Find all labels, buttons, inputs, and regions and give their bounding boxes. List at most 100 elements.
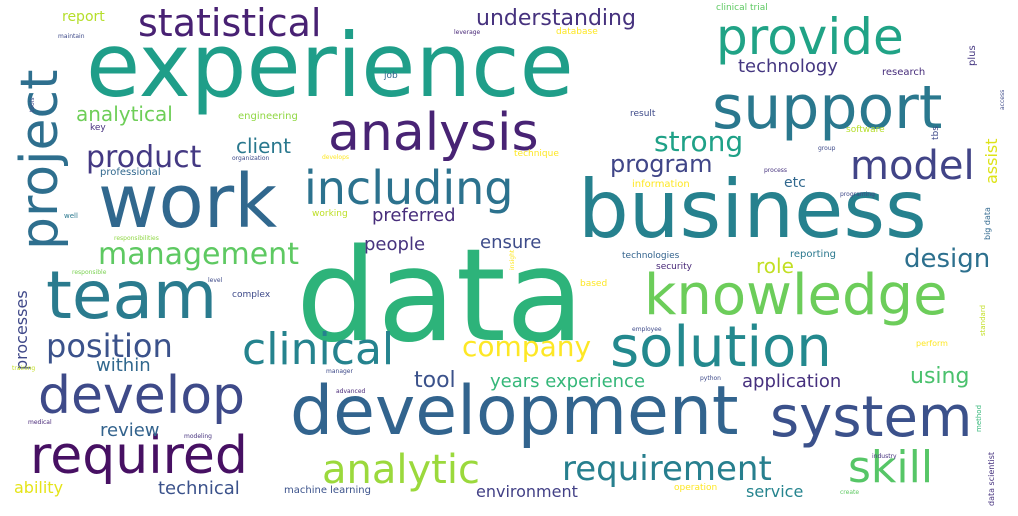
word-access: access [999, 89, 1006, 110]
word-required: required [30, 426, 248, 486]
word-design: design [904, 244, 991, 274]
word-knowledge: knowledge [644, 263, 948, 328]
word-people: people [364, 234, 426, 255]
word-plus: plus [967, 45, 978, 66]
word-python: python [700, 375, 721, 382]
word-management: management [98, 237, 299, 272]
word-clinical: clinical [242, 324, 395, 375]
word-product: product [86, 140, 202, 175]
word-assist: assist [982, 138, 1001, 184]
word-requirement: requirement [562, 449, 772, 489]
word-years-experience: years experience [490, 371, 646, 392]
word-working: working [312, 209, 348, 219]
word-process: process [764, 167, 788, 174]
word-analysis: analysis [328, 103, 539, 163]
word-technology: technology [738, 56, 838, 77]
word-strong: strong [654, 125, 744, 158]
word-ability: ability [14, 478, 64, 497]
word-model: model [850, 143, 975, 189]
word-understanding: understanding [476, 6, 636, 31]
word-tools: tools [29, 97, 36, 113]
word-tbs: tbs [931, 126, 941, 140]
word-engineering: engineering [238, 111, 298, 122]
word-etc: etc [784, 175, 806, 191]
word-well: well [64, 212, 78, 220]
word-data: data [296, 222, 585, 371]
word-standard: standard [979, 304, 987, 336]
word-programing: programing [840, 191, 875, 198]
word-clinical-trial: clinical trial [716, 3, 768, 13]
word-develops: develops [322, 154, 350, 161]
word-reporting: reporting [790, 249, 837, 260]
word-based: based [580, 279, 608, 289]
word-machine-learning: machine learning [284, 485, 371, 496]
word-research: research [882, 67, 926, 78]
word-work: work [98, 159, 278, 245]
word-group: group [818, 145, 836, 152]
word-role: role [756, 254, 794, 278]
word-technical: technical [158, 478, 240, 499]
word-service: service [746, 482, 804, 501]
word-employee: employee [632, 326, 662, 333]
word-key: key [90, 123, 106, 133]
word-skill: skill [848, 442, 934, 493]
word-software: software [846, 125, 885, 135]
word-business: business [578, 163, 927, 256]
word-advanced: advanced [336, 388, 366, 395]
word-manager: manager [326, 368, 353, 375]
word-operation: operation [674, 483, 718, 493]
word-responsible: responsible [72, 269, 107, 276]
word-responsibilities: responsibilities [114, 235, 159, 242]
word-application: application [742, 371, 842, 392]
word-project: project [10, 69, 70, 250]
word-development: development [290, 372, 739, 451]
word-team: team [46, 257, 218, 334]
word-client: client [236, 134, 291, 158]
word-security: security [656, 262, 692, 272]
word-maintain: maintain [58, 33, 85, 40]
word-system: system [770, 385, 973, 450]
word-professional: professional [100, 167, 161, 178]
word-industry: industry [872, 453, 897, 460]
word-medical: medical [28, 419, 52, 426]
word-result: result [630, 109, 656, 119]
word-solution: solution [610, 315, 832, 380]
word-statistical: statistical [138, 1, 322, 45]
word-ensure: ensure [480, 232, 542, 253]
word-program: program [610, 150, 713, 178]
word-technologies: technologies [622, 251, 680, 261]
word-environment: environment [476, 482, 578, 501]
word-insight: insight [509, 249, 516, 270]
word-leverage: leverage [454, 29, 481, 36]
word-perform: perform [916, 339, 948, 348]
word-develop: develop [38, 366, 246, 426]
word-modeling: modeling [184, 433, 212, 440]
word-report: report [62, 9, 105, 25]
word-including: including [304, 161, 514, 215]
word-company: company [462, 330, 592, 363]
word-technique: technique [514, 149, 559, 159]
word-complex: complex [232, 290, 271, 300]
word-organization: organization [232, 155, 270, 162]
word-data-scientist: data scientist [987, 451, 996, 506]
word-provide: provide [716, 8, 904, 66]
word-level: level [208, 277, 223, 284]
word-position: position [46, 327, 173, 365]
word-information: information [632, 179, 690, 190]
word-database: database [556, 27, 598, 37]
word-job: job [384, 71, 398, 81]
word-review: review [100, 420, 160, 441]
word-support: support [712, 73, 943, 143]
word-big-data: big data [983, 207, 992, 240]
word-create: create [840, 489, 860, 496]
word-processes: processes [12, 290, 31, 370]
word-method: method [975, 404, 983, 432]
word-preferred: preferred [372, 205, 456, 226]
word-using: using [910, 364, 970, 389]
word-within: within [96, 355, 151, 376]
word-analytic: analytic [322, 447, 480, 493]
word-tool: tool [414, 368, 456, 393]
word-experience: experience [86, 14, 574, 117]
word-analytical: analytical [76, 102, 173, 126]
